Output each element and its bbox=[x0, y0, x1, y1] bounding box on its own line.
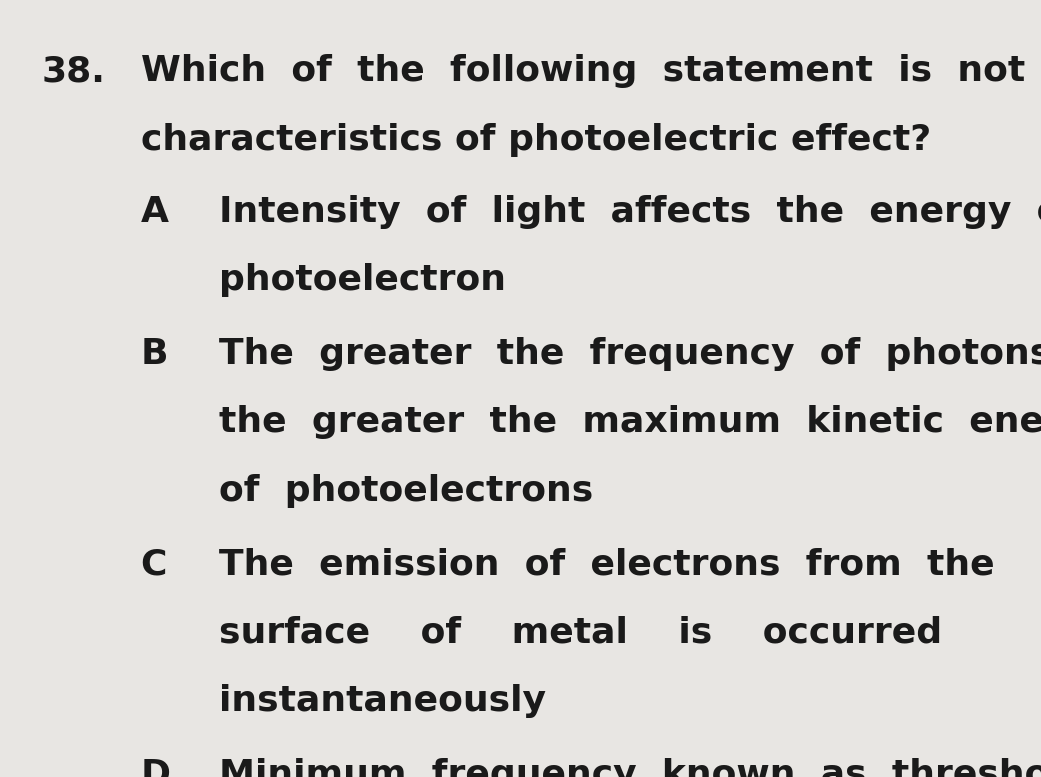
Text: characteristics of photoelectric effect?: characteristics of photoelectric effect? bbox=[141, 123, 931, 157]
Text: B: B bbox=[141, 336, 168, 371]
Text: Which  of  the  following  statement  is  not: Which of the following statement is not bbox=[141, 54, 1024, 89]
Text: the  greater  the  maximum  kinetic  energy: the greater the maximum kinetic energy bbox=[219, 405, 1041, 439]
Text: Intensity  of  light  affects  the  energy  of: Intensity of light affects the energy of bbox=[219, 194, 1041, 228]
Text: of  photoelectrons: of photoelectrons bbox=[219, 473, 593, 507]
Text: surface    of    metal    is    occurred: surface of metal is occurred bbox=[219, 615, 942, 650]
Text: instantaneously: instantaneously bbox=[219, 684, 545, 718]
Text: A: A bbox=[141, 194, 169, 228]
Text: The  emission  of  electrons  from  the: The emission of electrons from the bbox=[219, 547, 994, 581]
Text: The  greater  the  frequency  of  photons,: The greater the frequency of photons, bbox=[219, 336, 1041, 371]
Text: C: C bbox=[141, 547, 167, 581]
Text: photoelectron: photoelectron bbox=[219, 263, 506, 297]
Text: D: D bbox=[141, 758, 171, 777]
Text: 38.: 38. bbox=[42, 54, 105, 89]
Text: Minimum  frequency  known  as  threshold: Minimum frequency known as threshold bbox=[219, 758, 1041, 777]
